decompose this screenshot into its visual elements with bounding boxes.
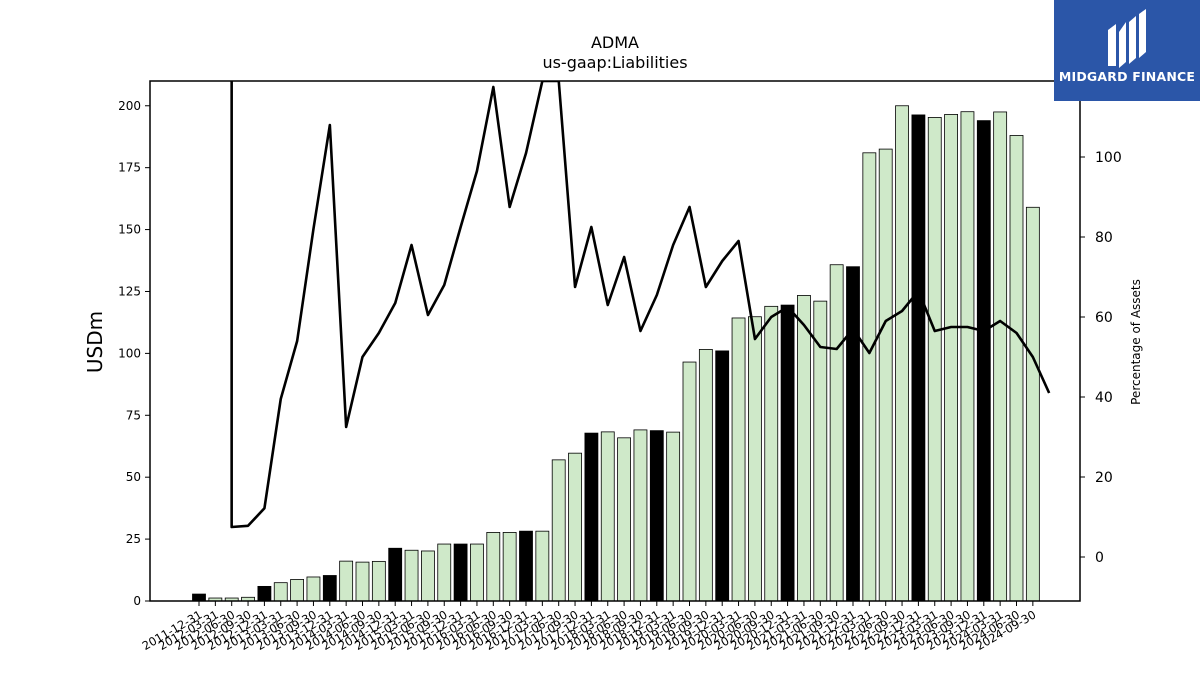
bar-2011-12-31 [192,593,206,602]
chart-subtitle: us-gaap:Liabilities [542,53,687,72]
bar-2017-03-31 [535,530,550,602]
bar-2017-12-31 [584,432,599,602]
bar-2013-09-30 [306,576,321,602]
bar-2019-03-31 [666,431,681,602]
bar-2019-09-30 [698,349,713,602]
bar-2012-12-31 [257,585,272,602]
bar-2018-03-31 [600,431,615,602]
y-tick-label: 200 [118,99,141,113]
bar-2013-12-31 [322,575,337,602]
y2-tick-label: 60 [1095,310,1113,326]
bar-2016-03-31 [470,543,484,602]
brand-logo: MIDGARD FINANCE [1054,0,1200,101]
line-group [230,81,1051,529]
bar-2016-12-31 [519,530,533,602]
brand-name: MIDGARD FINANCE [1058,69,1196,84]
bar-2018-09-30 [633,429,648,602]
midgard-logo-icon [1108,9,1146,68]
y-tick-label: 175 [118,161,141,175]
bar-2019-12-31 [715,350,730,602]
bar-2020-12-31 [780,304,795,602]
bar-2023-09-30 [960,111,975,602]
y2-tick-label: 100 [1095,150,1122,166]
y-axis-label: USDm [83,311,107,373]
y-tick-label: 25 [126,532,141,546]
bar-2022-06-30 [878,148,893,602]
bars-group [192,105,1040,602]
bar-2023-03-31 [927,117,942,602]
bar-2017-06-30 [551,459,566,602]
bar-2022-03-31 [862,152,877,602]
bar-2016-06-30 [486,532,501,602]
chart-title: ADMA [591,33,639,52]
bar-2023-12-31 [976,120,991,602]
plot-frame [149,80,1081,602]
y2-tick-label: 20 [1095,470,1113,486]
bar-2014-03-31 [339,560,354,602]
bar-2018-12-31 [649,430,664,602]
bar-2014-06-30 [355,561,370,602]
bar-2015-03-31 [404,549,419,602]
bar-2020-06-30 [748,316,762,602]
bar-2021-09-30 [829,264,844,602]
bar-2016-09-30 [502,532,517,602]
bar-2024-06-30 [1009,135,1024,602]
bar-2014-09-30 [371,560,386,602]
y-tick-label: 50 [126,470,141,484]
y2-tick-label: 40 [1095,390,1113,406]
bar-2021-03-31 [797,295,811,602]
bar-2020-09-30 [764,305,779,602]
axes-group: 02550751001251501752000204060801002011-1… [118,80,1122,653]
bar-2018-06-30 [617,437,631,602]
bar-2017-09-30 [568,452,582,602]
bar-2022-09-30 [895,105,909,602]
bar-2015-06-30 [420,550,435,602]
bar-2024-03-31 [993,111,1008,602]
bar-2013-06-30 [290,579,305,602]
y2-tick-label: 0 [1095,550,1104,566]
bar-2023-06-30 [944,114,958,602]
y-tick-label: 75 [126,408,141,422]
y2-axis-label: Percentage of Assets [1129,279,1143,405]
y-tick-label: 100 [118,346,141,360]
y-tick-label: 150 [118,223,141,237]
bar-2019-06-30 [682,361,697,602]
bar-2024-09-30 [1025,206,1040,602]
y-tick-label: 125 [118,284,141,298]
y-tick-label: 0 [133,594,141,608]
bar-2022-12-31 [911,114,926,602]
y2-tick-label: 80 [1095,230,1113,246]
percentage-of-assets-line [230,81,1051,529]
bar-2021-12-31 [846,266,860,602]
bar-2014-12-31 [388,547,403,602]
bar-2015-12-31 [453,543,468,602]
bar-2015-09-30 [437,543,452,602]
bar-2013-03-31 [273,582,288,602]
bar-2020-03-31 [731,317,746,602]
